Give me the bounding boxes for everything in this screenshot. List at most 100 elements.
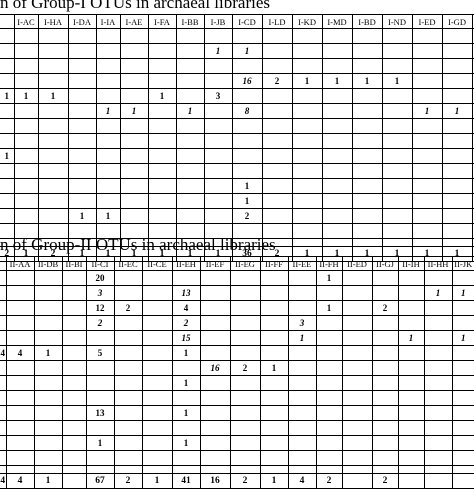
table-cell	[351, 103, 382, 119]
spacer-cell	[371, 465, 398, 474]
table-cell	[381, 208, 412, 224]
table-cell	[371, 390, 398, 406]
table-cell: 5	[85, 345, 114, 361]
table-cell: 1	[171, 375, 200, 391]
spacer-cell	[199, 465, 230, 474]
table-cell	[351, 118, 382, 134]
header-cell: I-AE	[119, 14, 148, 29]
table-cell	[199, 375, 230, 391]
table-cell	[397, 420, 424, 436]
spacer-cell	[315, 465, 342, 474]
table-cell	[451, 450, 474, 466]
table-row	[0, 133, 474, 149]
table-cell	[67, 118, 96, 134]
table-cell	[351, 163, 382, 179]
table-cell	[0, 435, 6, 451]
table-cell	[451, 315, 474, 331]
table-cell	[259, 435, 288, 451]
table-cell	[351, 43, 382, 59]
table-cell	[351, 148, 382, 164]
table-cell	[61, 405, 86, 421]
table-cell	[37, 58, 68, 74]
table-cell	[229, 405, 260, 421]
total-cell: 67	[85, 473, 114, 489]
table-cell	[371, 375, 398, 391]
table-cell	[259, 405, 288, 421]
table-cell	[423, 375, 452, 391]
header-cell: II-FF	[259, 256, 288, 271]
table-cell	[67, 223, 96, 239]
table-cell	[0, 163, 14, 179]
table-cell	[341, 270, 372, 286]
table-row: 16 2 1 1 1 1	[0, 73, 474, 89]
table-cell	[141, 405, 172, 421]
table-cell	[95, 58, 120, 74]
table-cell	[175, 193, 204, 209]
table-cell	[33, 420, 62, 436]
table-cell	[61, 450, 86, 466]
table-cell: 2	[113, 300, 142, 316]
table-cell	[13, 103, 38, 119]
table-cell	[5, 375, 34, 391]
table-cell	[315, 360, 342, 376]
table-cell	[113, 390, 142, 406]
table-row: 12 2 4 1 2	[0, 300, 474, 316]
table-cell	[341, 390, 372, 406]
table-cell	[397, 345, 424, 361]
table-row	[0, 58, 474, 74]
table-cell	[171, 270, 200, 286]
table-cell	[321, 103, 352, 119]
table-cell	[141, 390, 172, 406]
table-cell	[315, 405, 342, 421]
total-cell	[341, 473, 372, 489]
table-cell	[175, 208, 204, 224]
table-cell	[381, 133, 412, 149]
table-cell	[113, 285, 142, 301]
table-cell: 1	[321, 73, 352, 89]
header-cell-sample	[0, 256, 6, 271]
table-cell	[67, 163, 96, 179]
table-cell	[5, 390, 34, 406]
group-i-otu-table: I-AC I-HA I-DA I-IA I-AE I-FA I-BB I-JB I-CD I-LD…	[0, 14, 474, 262]
header-cell: II-EC	[113, 256, 142, 271]
table-row	[0, 420, 474, 436]
table-header-row: I-AC I-HA I-DA I-IA I-AE I-FA I-BB I-JB I-CD I-LD…	[0, 14, 474, 29]
table-cell	[321, 58, 352, 74]
table-cell	[61, 300, 86, 316]
table-cell	[37, 163, 68, 179]
table-cell: 13	[85, 405, 114, 421]
total-cell: 2	[229, 473, 260, 489]
table-cell	[61, 420, 86, 436]
table-cell	[441, 28, 472, 44]
spacer-cell	[85, 465, 114, 474]
spacer-cell	[381, 238, 412, 247]
spacer-cell	[261, 238, 292, 247]
table-cell	[381, 118, 412, 134]
table-cell	[315, 345, 342, 361]
table-cell	[141, 330, 172, 346]
table-cell	[37, 43, 68, 59]
table-cell	[259, 375, 288, 391]
table-cell	[291, 148, 322, 164]
table-cell	[381, 43, 412, 59]
table-cell: 2	[371, 300, 398, 316]
spacer-cell	[229, 465, 260, 474]
table-cell	[5, 300, 34, 316]
table-cell	[411, 58, 442, 74]
table-cell: 1	[259, 360, 288, 376]
header-cell: II-EE	[287, 256, 316, 271]
table-cell	[13, 193, 38, 209]
table-cell	[67, 88, 96, 104]
table-cell	[371, 450, 398, 466]
table-cell	[0, 118, 14, 134]
table-cell	[411, 73, 442, 89]
header-cell: II-GJ	[371, 256, 398, 271]
table-cell	[261, 208, 292, 224]
table-cell	[321, 28, 352, 44]
table-cell	[0, 405, 6, 421]
table-cell	[371, 360, 398, 376]
table-cell	[199, 315, 230, 331]
table-cell	[321, 118, 352, 134]
table-cell	[231, 58, 262, 74]
